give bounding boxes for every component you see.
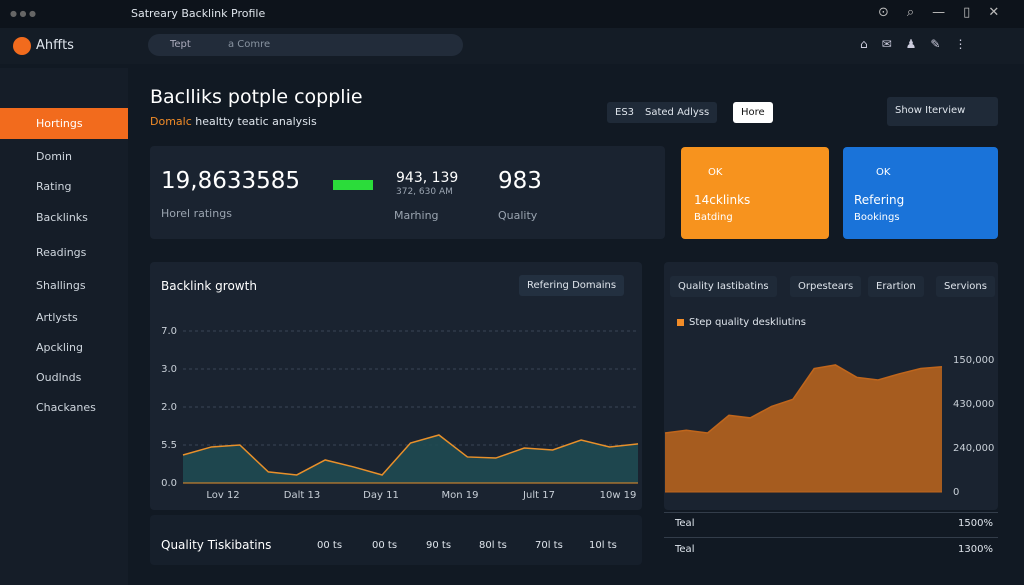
growth-panel: Backlink growth Refering Domains 7.0 3.0 2… [150, 262, 642, 510]
legend-label: Step quality deskliutins [689, 317, 806, 328]
toolbar-button[interactable]: Hore [733, 102, 773, 123]
chart-tab[interactable]: Quality Iastibatins [670, 276, 777, 297]
header-icons[interactable]: ⌂✉♟✎⋮ [860, 37, 981, 51]
card-title: Refering [854, 193, 905, 207]
sidebar-item[interactable]: Hortings [36, 117, 83, 130]
card-tag: OK [876, 167, 891, 178]
search-tab: Tept [170, 39, 191, 50]
toolbar-button[interactable]: ES3 [607, 102, 643, 123]
status-card[interactable]: OK 14cklinks Batding [681, 147, 829, 239]
total-value: 1500% [958, 518, 993, 529]
row-title: Quality Tiskibatins [161, 538, 272, 552]
sidebar-item[interactable]: Chackanes [36, 401, 96, 414]
x-tick-label: 10w 19 [600, 490, 637, 501]
chart-title: Backlink growth [161, 279, 257, 293]
sidebar-item[interactable]: Oudlnds [36, 371, 82, 384]
search-placeholder: a Comre [228, 39, 271, 50]
view-dropdown[interactable]: Show Iterview [887, 97, 998, 126]
divider [664, 537, 998, 538]
sidebar-item[interactable]: Rating [36, 180, 72, 193]
row-cell: 70l ts [535, 540, 563, 551]
sidebar-item[interactable]: Domin [36, 150, 72, 163]
sidebar-item[interactable]: Artlysts [36, 311, 78, 324]
card-tag: OK [708, 167, 723, 178]
x-tick-label: Day 11 [363, 490, 399, 501]
stats-panel: 19,8633585 Horel ratings 943, 139 372, 6… [150, 146, 665, 239]
chart-tab[interactable]: Erartion [868, 276, 924, 297]
chart-tab[interactable]: Servions [936, 276, 995, 297]
x-tick-label: Lov 12 [206, 490, 239, 501]
stat-label: Marhing [394, 209, 439, 222]
line [664, 364, 943, 434]
stat-label: Quality [498, 209, 538, 222]
quality-chart: 150,000 430,000 240,000 0 [664, 355, 994, 498]
axis-label: 2.0 [161, 402, 177, 413]
trend-arrow [333, 180, 373, 190]
search-bar[interactable]: Tept a Comre [148, 34, 463, 56]
window-dots: ● ● ● [10, 9, 37, 18]
sidebar-item[interactable]: Backlinks [36, 211, 88, 224]
legend-swatch [677, 319, 684, 326]
area [665, 364, 942, 492]
subtitle-accent: Domalc [150, 115, 192, 128]
card-title: 14cklinks [694, 193, 751, 207]
line [182, 434, 639, 476]
card-label: Batding [694, 212, 733, 223]
total-label: Teal [675, 544, 695, 555]
toolbar-button[interactable]: Sated Adlyss [637, 102, 718, 123]
brand: Ahffts [36, 38, 74, 53]
row-cell: 80l ts [479, 540, 507, 551]
chart-tab[interactable]: Orpestears [790, 276, 862, 297]
row-cell: 90 ts [426, 540, 452, 551]
total-label: Teal [675, 518, 695, 529]
page-subtitle: Domalc healtty teatic analysis [150, 115, 317, 128]
total-value: 1300% [958, 544, 993, 555]
quality-row: Quality Tiskibatins 00 ts 00 ts 90 ts 80… [150, 515, 642, 565]
x-tick-label: Mon 19 [442, 490, 479, 501]
subtitle-text: healtty teatic analysis [195, 115, 317, 128]
axis-label: 430,000 [953, 399, 994, 410]
axis-label: 5.5 [161, 440, 177, 451]
axis-label: 150,000 [953, 355, 994, 366]
card-label: Bookings [854, 212, 900, 223]
axis-label: 0 [953, 487, 959, 498]
sidebar-item[interactable]: Apckling [36, 341, 83, 354]
divider [664, 512, 998, 513]
sidebar-active [0, 108, 128, 139]
area [183, 435, 638, 483]
stat-sub: 372, 630 AM [396, 187, 453, 197]
header: Ahffts Tept a Comre ⌂✉♟✎⋮ [0, 28, 1024, 64]
title-bar: ● ● ● Satreary Backlink Profile ⊙⌕—▯✕ [0, 0, 1024, 28]
row-cell: 00 ts [317, 540, 343, 551]
stat-value: 943, 139 [396, 170, 459, 186]
axis-label: 240,000 [953, 443, 994, 454]
sidebar [0, 68, 128, 585]
row-cell: 00 ts [372, 540, 398, 551]
row-cell: 10l ts [589, 540, 617, 551]
window-controls[interactable]: ⊙⌕—▯✕ [878, 5, 1018, 20]
axis-label: 3.0 [161, 364, 177, 375]
sidebar-item[interactable]: Readings [36, 246, 87, 259]
stat-value: 983 [498, 168, 542, 194]
axis-label: 7.0 [161, 326, 177, 337]
window-title: Satreary Backlink Profile [131, 7, 266, 20]
chart-filter[interactable]: Refering Domains [519, 275, 625, 296]
x-tick-label: Jult 17 [522, 490, 555, 501]
axis-label: 0.0 [161, 478, 177, 489]
stat-value: 19,8633585 [161, 168, 301, 194]
x-tick-label: Dalt 13 [284, 490, 320, 501]
sidebar-item[interactable]: Shallings [36, 279, 86, 292]
stat-label: Horel ratings [161, 207, 232, 220]
page-title: Baclliks potple copplie [150, 86, 363, 108]
status-card[interactable]: OK Refering Bookings [843, 147, 998, 239]
logo [13, 37, 31, 55]
growth-chart: 7.0 3.0 2.0 5.5 0.0 Lov 12 Dalt 13 Day 11 Mon 19… [161, 326, 639, 501]
quality-panel: Quality Iastibatins Orpestears Erartion … [664, 262, 998, 510]
